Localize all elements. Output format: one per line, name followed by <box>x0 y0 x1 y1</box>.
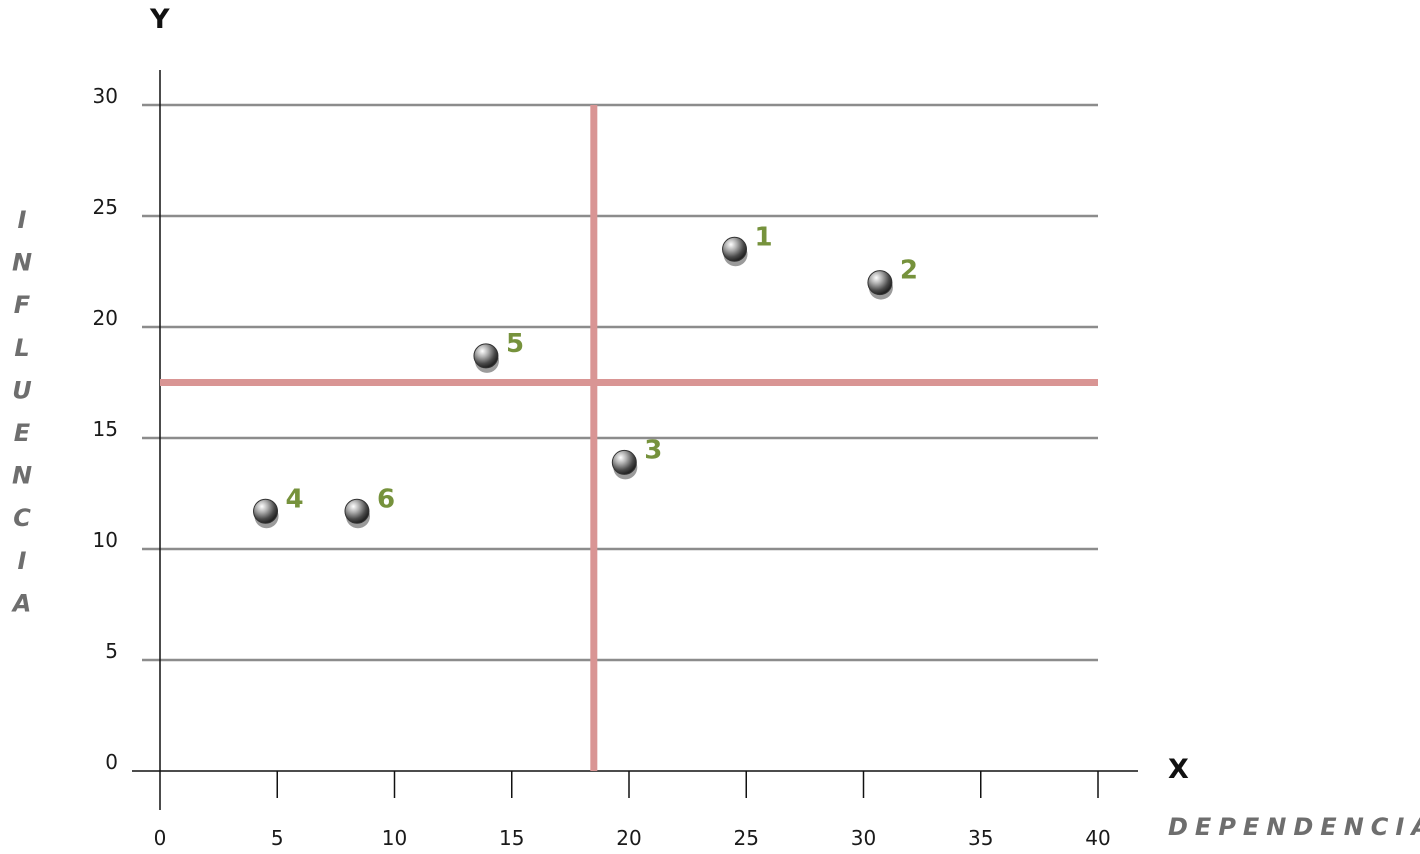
point-label: 3 <box>644 435 662 465</box>
y-axis-title-letter: F <box>14 291 31 319</box>
y-axis-title-letter: A <box>11 589 32 617</box>
y-axis-title-letter: I <box>18 206 27 234</box>
y-axis-title-letter: N <box>12 462 32 490</box>
y-tick-label: 30 <box>93 84 118 108</box>
x-axis-letter: X <box>1168 754 1189 785</box>
y-axis-title-letter: I <box>18 547 27 575</box>
x-tick-label: 25 <box>734 826 759 850</box>
x-tick-label: 5 <box>271 826 284 850</box>
data-points: 1 2 3 4 5 6 <box>253 222 918 529</box>
point-label: 4 <box>286 484 304 514</box>
y-axis-title-letter: N <box>12 249 32 277</box>
y-axis-title-letter: C <box>13 504 31 532</box>
x-axis-title: DEPENDENCIA <box>1168 813 1420 841</box>
data-point <box>344 498 370 524</box>
data-point <box>867 270 893 296</box>
data-point <box>473 343 499 369</box>
y-tick-label: 15 <box>93 417 118 441</box>
y-tick-label: 25 <box>93 195 118 219</box>
y-tick-label: 0 <box>105 750 118 774</box>
quadrant-lines <box>160 105 1098 771</box>
x-tick-label: 35 <box>968 826 993 850</box>
point-label: 2 <box>900 256 918 286</box>
data-point <box>253 498 279 524</box>
x-tick-label: 20 <box>616 826 641 850</box>
x-tick-label: 30 <box>851 826 876 850</box>
y-axis-title-letter: L <box>14 334 29 362</box>
point-label: 1 <box>755 222 773 252</box>
y-axis-title-letter: U <box>12 376 32 404</box>
gridlines <box>142 103 1098 662</box>
data-point <box>722 236 748 262</box>
x-tick-label: 0 <box>154 826 167 850</box>
x-tick-label: 10 <box>382 826 407 850</box>
y-tick-label: 5 <box>105 639 118 663</box>
y-tick-label: 20 <box>93 306 118 330</box>
x-tick-label: 40 <box>1085 826 1110 850</box>
y-tick-label: 10 <box>93 528 118 552</box>
point-label: 5 <box>506 329 524 359</box>
point-label: 6 <box>377 484 395 514</box>
y-axis-title-letter: E <box>14 419 31 447</box>
data-point <box>611 449 637 475</box>
x-tick-label: 15 <box>499 826 524 850</box>
axes <box>132 70 1138 810</box>
y-axis-letter: Y <box>149 4 170 35</box>
